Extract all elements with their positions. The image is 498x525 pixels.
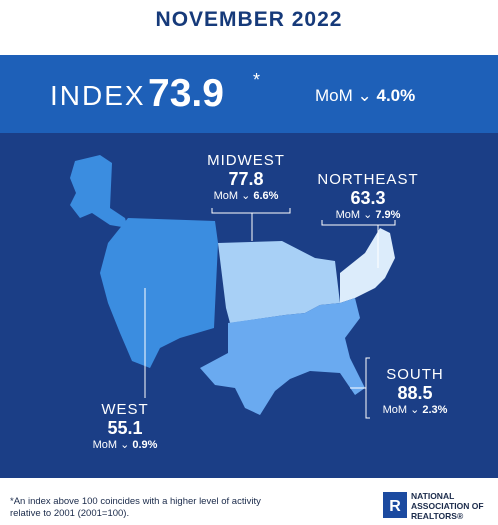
region-south-mom-label: MoM: [382, 404, 408, 416]
logo-line-2: ASSOCIATION OF: [411, 501, 484, 511]
northeast-leader-line: [321, 220, 396, 268]
region-west-value: 55.1: [107, 418, 143, 438]
index-label: INDEX: [50, 80, 146, 111]
chevron-down-icon: ⌄: [357, 86, 372, 105]
chevron-down-icon: ⌄: [410, 404, 420, 416]
region-midwest-mom-label: MoM: [213, 190, 239, 202]
region-west: WEST 55.1 MoM ⌄ 0.9%: [80, 401, 170, 451]
region-midwest-mom: MoM ⌄ 6.6%: [196, 189, 296, 202]
index-mom-label: MoM: [315, 86, 353, 105]
west-region-shape: [100, 218, 218, 368]
alaska-shape: [70, 155, 128, 228]
region-northeast: NORTHEAST 63.3 MoM ⌄ 7.9%: [313, 171, 423, 221]
region-northeast-mom-value: 7.9%: [375, 209, 401, 221]
region-northeast-mom-label: MoM: [335, 209, 361, 221]
chevron-down-icon: ⌄: [241, 190, 251, 202]
realtors-logo-text: NATIONAL ASSOCIATION OF REALTORS®: [411, 491, 484, 521]
region-west-mom: MoM ⌄ 0.9%: [80, 438, 170, 451]
region-south: SOUTH 88.5 MoM ⌄ 2.3%: [370, 366, 460, 416]
us-regions-map: [70, 155, 396, 419]
region-west-mom-label: MoM: [92, 439, 118, 451]
page-title: NOVEMBER 2022: [155, 8, 343, 31]
logo-line-3: REALTORS®: [411, 511, 464, 521]
region-northeast-name: NORTHEAST: [317, 171, 419, 188]
chevron-down-icon: ⌄: [363, 209, 373, 221]
region-south-value: 88.5: [397, 383, 433, 403]
northeast-region-shape: [340, 228, 395, 303]
region-midwest: MIDWEST 77.8 MoM ⌄ 6.6%: [196, 152, 296, 202]
region-south-mom-value: 2.3%: [422, 404, 448, 416]
region-midwest-value: 77.8: [228, 169, 264, 189]
region-south-name: SOUTH: [386, 366, 444, 383]
midwest-region-shape: [218, 241, 340, 323]
south-region-shape: [200, 298, 365, 415]
region-northeast-mom: MoM ⌄ 7.9%: [313, 208, 423, 221]
midwest-leader-line: [211, 208, 291, 241]
region-west-mom-value: 0.9%: [132, 439, 158, 451]
realtors-logo-icon: R: [383, 492, 407, 518]
chevron-down-icon: ⌄: [120, 439, 130, 451]
index-value: 73.9: [148, 72, 224, 115]
index-mom-value: 4.0%: [376, 86, 416, 105]
logo-line-1: NATIONAL: [411, 491, 455, 501]
region-midwest-mom-value: 6.6%: [253, 190, 279, 202]
logo-line-3-text: REALTORS: [411, 511, 457, 521]
logo-mark-letter: R: [389, 498, 401, 515]
region-northeast-value: 63.3: [350, 188, 386, 208]
region-south-mom: MoM ⌄ 2.3%: [370, 403, 460, 416]
index-asterisk: *: [253, 70, 261, 90]
index-mom: MoM ⌄ 4.0%: [315, 86, 415, 106]
index-band: [0, 55, 498, 133]
south-leader-line: [350, 357, 370, 419]
footnote: *An index above 100 coincides with a hig…: [10, 496, 261, 519]
region-west-name: WEST: [101, 401, 149, 418]
region-midwest-name: MIDWEST: [207, 152, 285, 169]
